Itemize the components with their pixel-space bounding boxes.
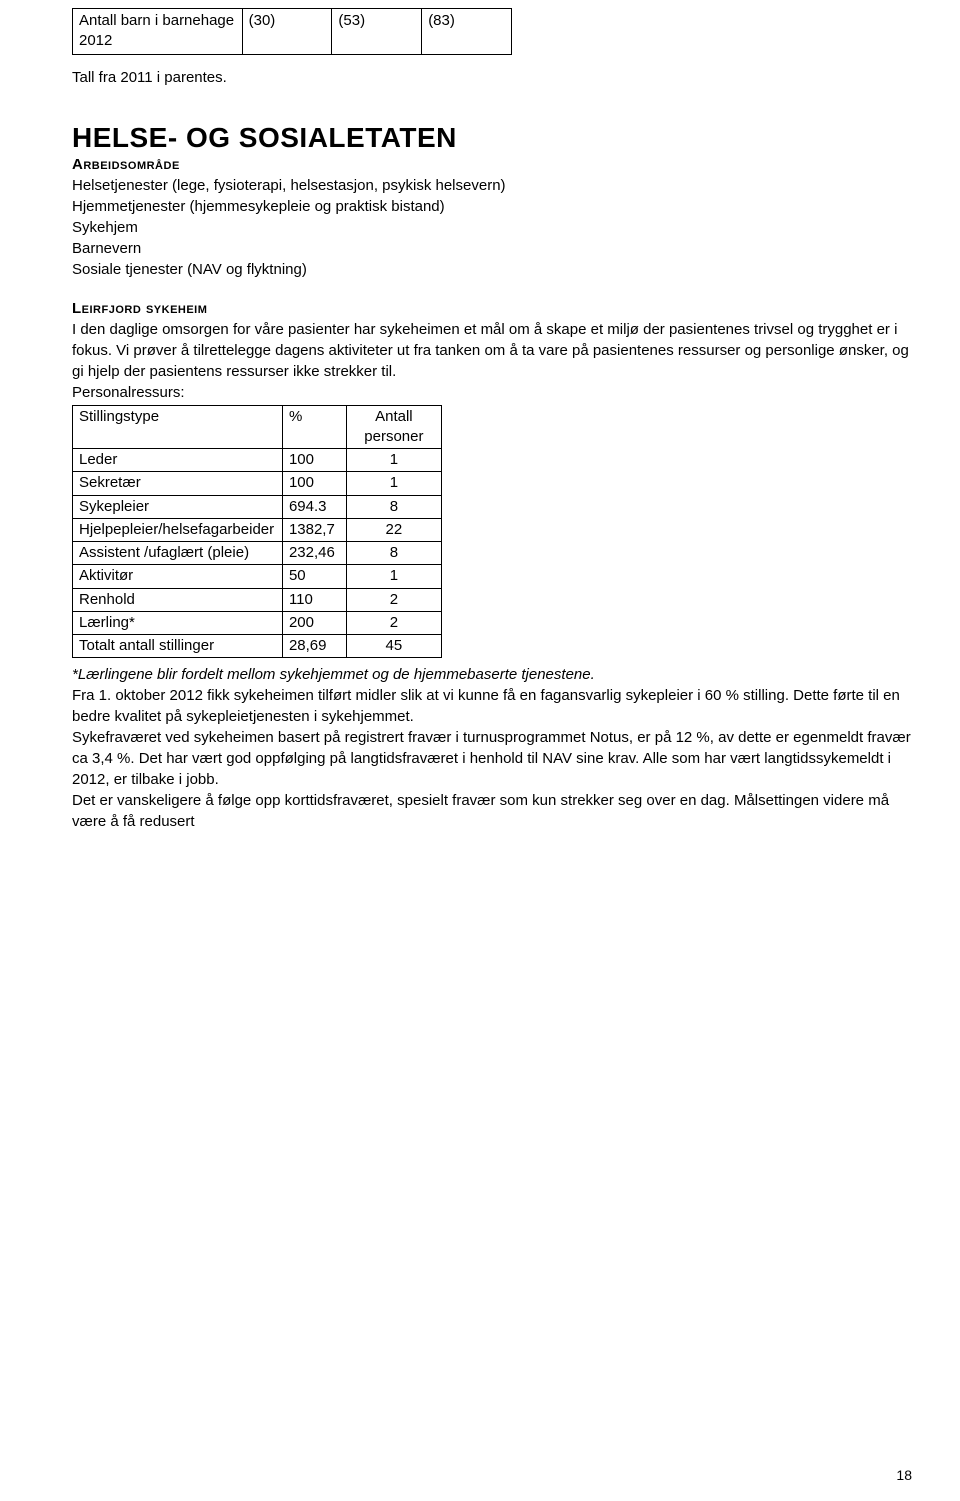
table-row: Aktivitør 50 1	[73, 565, 442, 588]
barnehage-table: Antall barn i barnehage 2012 (30) (53) (…	[72, 8, 512, 55]
section-subtitle: Arbeidsområde	[72, 156, 912, 173]
cell-count: 8	[346, 495, 441, 518]
table-row-total: Totalt antall stillinger 28,69 45	[73, 635, 442, 658]
cell-role: Renhold	[73, 588, 283, 611]
cell-count: 1	[346, 449, 441, 472]
cell-role: Totalt antall stillinger	[73, 635, 283, 658]
cell-role: Lærling*	[73, 611, 283, 634]
header-stillingstype: Stillingstype	[73, 405, 283, 449]
cell-percent: 50	[282, 565, 346, 588]
cell-percent: 1382,7	[282, 518, 346, 541]
table-row: Renhold 110 2	[73, 588, 442, 611]
cell-role: Aktivitør	[73, 565, 283, 588]
paragraph: Sykefraværet ved sykeheimen basert på re…	[72, 727, 912, 790]
cell-role: Hjelpepleier/helsefagarbeider	[73, 518, 283, 541]
section-title: HELSE- OG SOSIALETATEN	[72, 122, 912, 154]
cell-count: 8	[346, 542, 441, 565]
table-row: Hjelpepleier/helsefagarbeider 1382,7 22	[73, 518, 442, 541]
cell-count: 45	[346, 635, 441, 658]
page-number: 18	[896, 1467, 912, 1483]
leirfjord-paragraph: I den daglige omsorgen for våre pasiente…	[72, 319, 912, 382]
cell-role: Sykepleier	[73, 495, 283, 518]
cell-percent: 200	[282, 611, 346, 634]
header-percent: %	[282, 405, 346, 449]
cell-percent: 232,46	[282, 542, 346, 565]
service-line: Helsetjenester (lege, fysioterapi, helse…	[72, 175, 912, 196]
table-row: Leder 100 1	[73, 449, 442, 472]
table-caption: Tall fra 2011 i parentes.	[72, 69, 912, 86]
cell-percent: 28,69	[282, 635, 346, 658]
personalressurs-label: Personalressurs:	[72, 382, 912, 403]
cell-percent: 694.3	[282, 495, 346, 518]
header-antall: Antall personer	[346, 405, 441, 449]
table-header-row: Stillingstype % Antall personer	[73, 405, 442, 449]
leirfjord-heading: Leirfjord sykeheim	[72, 300, 912, 317]
cell-value-3: (83)	[422, 9, 512, 55]
paragraph: Fra 1. oktober 2012 fikk sykeheimen tilf…	[72, 685, 912, 727]
table-row: Assistent /ufaglært (pleie) 232,46 8	[73, 542, 442, 565]
cell-percent: 100	[282, 472, 346, 495]
staff-table: Stillingstype % Antall personer Leder 10…	[72, 405, 442, 659]
cell-count: 2	[346, 588, 441, 611]
footnote: *Lærlingene blir fordelt mellom sykehjem…	[72, 664, 912, 685]
service-line: Barnevern	[72, 238, 912, 259]
service-line: Sykehjem	[72, 217, 912, 238]
cell-count: 2	[346, 611, 441, 634]
cell-role: Leder	[73, 449, 283, 472]
table-row: Lærling* 200 2	[73, 611, 442, 634]
table-row: Sekretær 100 1	[73, 472, 442, 495]
service-line: Hjemmetjenester (hjemmesykepleie og prak…	[72, 196, 912, 217]
cell-count: 22	[346, 518, 441, 541]
table-row: Antall barn i barnehage 2012 (30) (53) (…	[73, 9, 512, 55]
cell-percent: 110	[282, 588, 346, 611]
cell-value-2: (53)	[332, 9, 422, 55]
cell-role: Assistent /ufaglært (pleie)	[73, 542, 283, 565]
table-row: Sykepleier 694.3 8	[73, 495, 442, 518]
cell-count: 1	[346, 472, 441, 495]
document-page: Antall barn i barnehage 2012 (30) (53) (…	[0, 0, 960, 1501]
paragraph: Det er vanskeligere å følge opp korttids…	[72, 790, 912, 832]
cell-value-1: (30)	[242, 9, 332, 55]
cell-percent: 100	[282, 449, 346, 472]
service-line: Sosiale tjenester (NAV og flyktning)	[72, 259, 912, 280]
cell-label: Antall barn i barnehage 2012	[73, 9, 243, 55]
cell-count: 1	[346, 565, 441, 588]
cell-role: Sekretær	[73, 472, 283, 495]
